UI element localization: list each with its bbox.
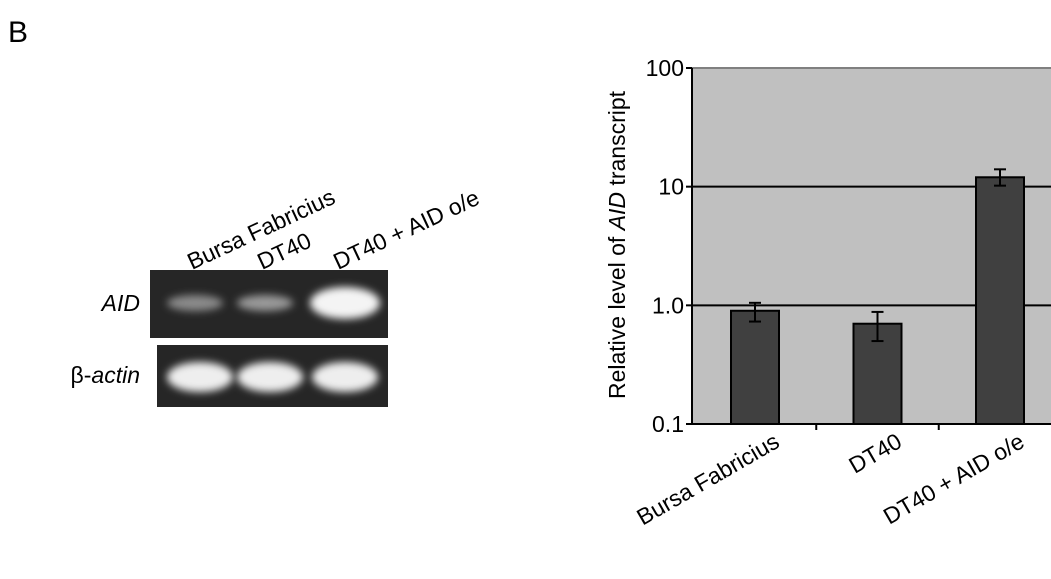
figure: B Bursa Fabricius DT40 DT40 + AID o/e AI… [0,0,1051,574]
row-label-prefix: β- [71,362,92,388]
band [167,362,233,392]
row-label: AID [100,290,140,316]
row-label-italic: actin [91,362,140,388]
band [310,287,380,319]
y-tick-label: 1.0 [652,292,684,318]
gel-image [150,270,388,407]
y-label-part: transcript [604,90,630,192]
row-label: β-actin [71,362,140,388]
lane-label: DT40 + AID o/e [329,184,483,274]
band [167,295,223,311]
x-tick-label: DT40 [844,428,906,479]
y-tick-label: 10 [658,174,684,200]
x-tick-label: Bursa Fabricius [632,428,783,530]
y-axis-label: Relative level of AID transcript [604,90,630,399]
band [312,362,378,392]
y-tick-label: 100 [646,55,684,81]
y-tick-label: 0.1 [652,411,684,437]
y-label-part: AID [604,192,630,232]
y-label-part: Relative level of [604,230,630,399]
band [237,362,303,392]
bar [976,177,1024,424]
panel-label: B [8,16,28,49]
band [237,295,293,311]
bar [731,311,779,424]
